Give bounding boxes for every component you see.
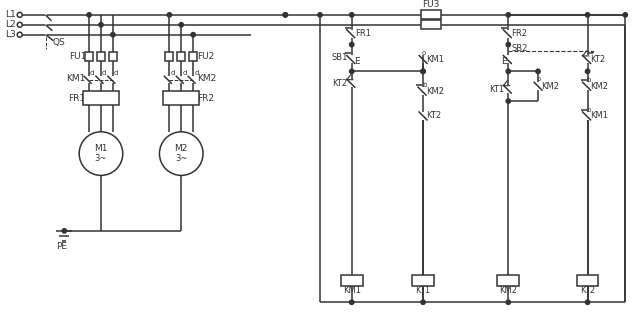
Text: d: d xyxy=(194,70,198,76)
Circle shape xyxy=(167,13,172,17)
Bar xyxy=(83,91,119,105)
Text: PE: PE xyxy=(56,242,67,251)
Circle shape xyxy=(421,300,425,305)
Circle shape xyxy=(586,69,589,74)
Text: L3: L3 xyxy=(5,30,16,39)
Text: L2: L2 xyxy=(5,20,16,29)
Text: KT2: KT2 xyxy=(426,112,441,120)
Bar xyxy=(341,275,363,286)
Text: o: o xyxy=(422,50,426,55)
Text: 3~: 3~ xyxy=(95,154,107,163)
Text: FU3: FU3 xyxy=(422,0,440,10)
Circle shape xyxy=(506,99,511,103)
Text: M2: M2 xyxy=(175,144,188,153)
Text: d: d xyxy=(182,70,187,76)
Text: QS: QS xyxy=(52,38,65,47)
Text: SB1: SB1 xyxy=(332,53,348,62)
Circle shape xyxy=(586,300,589,305)
Bar xyxy=(421,20,441,29)
Text: KT1: KT1 xyxy=(489,85,504,94)
Circle shape xyxy=(349,300,354,305)
Text: KM2: KM2 xyxy=(426,87,444,96)
Text: d: d xyxy=(90,70,95,76)
Text: KT1: KT1 xyxy=(415,286,431,295)
Bar xyxy=(163,91,199,105)
Circle shape xyxy=(191,32,195,37)
Circle shape xyxy=(179,22,184,27)
Bar xyxy=(497,275,519,286)
Circle shape xyxy=(87,13,92,17)
Text: d: d xyxy=(170,70,175,76)
Circle shape xyxy=(283,13,287,17)
Text: KM2: KM2 xyxy=(197,74,216,83)
Text: o: o xyxy=(587,107,591,113)
Text: KM2: KM2 xyxy=(591,82,609,91)
Bar xyxy=(165,51,173,61)
Text: M1: M1 xyxy=(94,144,108,153)
Circle shape xyxy=(349,42,354,47)
Text: KM1: KM1 xyxy=(66,74,85,83)
Circle shape xyxy=(62,229,67,233)
Text: E: E xyxy=(500,57,506,66)
Text: d: d xyxy=(102,70,106,76)
Text: FR1: FR1 xyxy=(68,94,85,103)
Text: FR1: FR1 xyxy=(355,29,371,38)
Circle shape xyxy=(111,32,115,37)
Text: FR2: FR2 xyxy=(511,29,527,38)
Text: b: b xyxy=(587,77,591,83)
Circle shape xyxy=(586,13,589,17)
Bar xyxy=(412,275,434,286)
Text: FR2: FR2 xyxy=(197,94,214,103)
Circle shape xyxy=(506,300,511,305)
Text: L1: L1 xyxy=(5,10,16,19)
Bar xyxy=(189,51,197,61)
Text: 3: 3 xyxy=(85,94,91,103)
Circle shape xyxy=(421,69,425,74)
Text: o: o xyxy=(537,76,541,82)
Text: KM2: KM2 xyxy=(541,82,559,91)
Text: E: E xyxy=(354,57,359,66)
Text: KT2: KT2 xyxy=(333,79,348,88)
Text: SB2: SB2 xyxy=(511,44,527,53)
Circle shape xyxy=(623,13,627,17)
Circle shape xyxy=(506,69,511,74)
Text: FU2: FU2 xyxy=(197,52,214,61)
Text: KM1: KM1 xyxy=(342,286,361,295)
Text: d: d xyxy=(114,70,118,76)
Text: KM1: KM1 xyxy=(426,55,444,64)
Circle shape xyxy=(421,69,425,74)
Circle shape xyxy=(349,13,354,17)
Circle shape xyxy=(99,22,103,27)
Circle shape xyxy=(283,13,287,17)
Circle shape xyxy=(318,13,322,17)
Circle shape xyxy=(506,13,511,17)
Bar xyxy=(85,51,93,61)
Bar xyxy=(97,51,105,61)
Text: b: b xyxy=(422,82,426,88)
Text: KT2: KT2 xyxy=(580,286,595,295)
Circle shape xyxy=(349,69,354,74)
Bar xyxy=(177,51,185,61)
Circle shape xyxy=(536,69,540,74)
Bar xyxy=(109,51,117,61)
Bar xyxy=(421,10,441,19)
Text: KM2: KM2 xyxy=(499,286,517,295)
Text: KT2: KT2 xyxy=(591,55,605,64)
Text: 3: 3 xyxy=(165,94,171,103)
Text: KM1: KM1 xyxy=(591,112,609,120)
Text: 3~: 3~ xyxy=(175,154,188,163)
Bar xyxy=(577,275,598,286)
Circle shape xyxy=(506,42,511,47)
Text: FU1: FU1 xyxy=(68,52,86,61)
